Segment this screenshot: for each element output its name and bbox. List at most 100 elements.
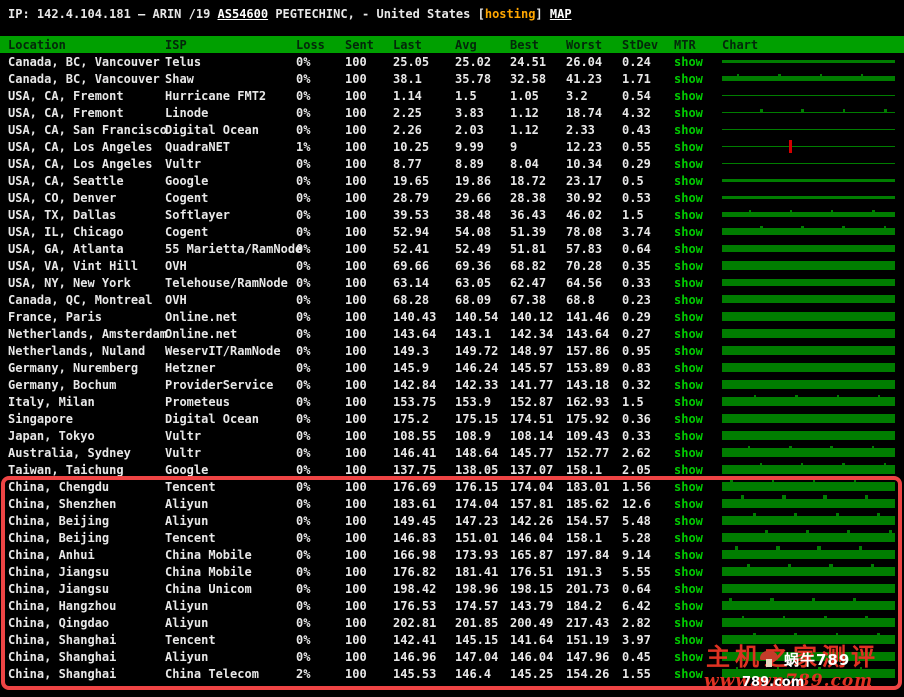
- cell-isp: Aliyun: [165, 513, 209, 528]
- mtr-show-link[interactable]: show: [674, 530, 703, 545]
- jitter-spike: [847, 530, 849, 533]
- mtr-show-link[interactable]: show: [674, 479, 703, 494]
- cell-last: 202.81: [393, 615, 437, 630]
- cell-loss: 0%: [296, 309, 311, 324]
- latency-sparkline: [722, 478, 904, 495]
- mtr-show-link[interactable]: show: [674, 411, 703, 426]
- jitter-spike: [873, 210, 875, 213]
- latency-bar: [722, 245, 895, 252]
- jitter-spike: [860, 546, 862, 550]
- jitter-spike: [829, 564, 831, 567]
- mtr-show-link[interactable]: show: [674, 207, 703, 222]
- mtr-show-link[interactable]: show: [674, 496, 703, 511]
- mtr-show-link[interactable]: show: [674, 564, 703, 579]
- asn-link[interactable]: AS54600: [217, 7, 269, 21]
- cell-location: USA, CA, San Francisco: [8, 122, 167, 137]
- cell-loss: 0%: [296, 292, 311, 307]
- ping-row: China, Jiangsu China Unicom 0% 100 198.42 198…: [0, 580, 904, 597]
- mtr-show-link[interactable]: show: [674, 309, 703, 324]
- mtr-show-link[interactable]: show: [674, 615, 703, 630]
- cell-sent: 100: [345, 122, 367, 137]
- mtr-show-link[interactable]: show: [674, 173, 703, 188]
- cell-isp: WeservIT/RamNode: [165, 343, 281, 358]
- latency-sparkline: [722, 70, 904, 87]
- cell-worst: 154.57: [566, 513, 610, 528]
- map-link[interactable]: MAP: [549, 7, 572, 21]
- cell-worst: 147.96: [566, 649, 610, 664]
- mtr-show-link[interactable]: show: [674, 445, 703, 460]
- cell-worst: 143.64: [566, 326, 610, 341]
- mtr-show-link[interactable]: show: [674, 632, 703, 647]
- mtr-show-link[interactable]: show: [674, 258, 703, 273]
- mtr-show-link[interactable]: show: [674, 241, 703, 256]
- mtr-show-link[interactable]: show: [674, 360, 703, 375]
- mtr-show-link[interactable]: show: [674, 190, 703, 205]
- mtr-show-link[interactable]: show: [674, 649, 703, 664]
- ping-row: China, Shanghai Tencent 0% 100 142.41 145.15 1…: [0, 631, 904, 648]
- mtr-show-link[interactable]: show: [674, 105, 703, 120]
- cell-worst: 3.2: [566, 88, 588, 103]
- jitter-spike: [885, 109, 887, 112]
- cell-last: 28.79: [393, 190, 430, 205]
- mtr-show-link[interactable]: show: [674, 54, 703, 69]
- cell-best: 8.04: [510, 156, 539, 171]
- latency-bar: [722, 195, 895, 200]
- cell-worst: 158.1: [566, 462, 603, 477]
- mtr-show-link[interactable]: show: [674, 598, 703, 613]
- mtr-show-link[interactable]: show: [674, 462, 703, 477]
- cell-sent: 100: [345, 666, 367, 681]
- cell-best: 148.97: [510, 343, 554, 358]
- cell-stdev: 0.33: [622, 275, 651, 290]
- cell-avg: 1.5: [455, 88, 477, 103]
- mtr-show-link[interactable]: show: [674, 224, 703, 239]
- cell-isp: QuadraNET: [165, 139, 231, 154]
- mtr-show-link[interactable]: show: [674, 326, 703, 341]
- latency-sparkline: [722, 529, 904, 546]
- mtr-show-link[interactable]: show: [674, 666, 703, 681]
- ping-row: USA, NY, New York Telehouse/RamNode 0% 100 6…: [0, 274, 904, 291]
- jitter-spike: [825, 495, 827, 499]
- jitter-spike: [861, 74, 863, 77]
- cell-best: 1.12: [510, 105, 539, 120]
- mtr-show-link[interactable]: show: [674, 275, 703, 290]
- column-header-isp: ISP: [165, 37, 187, 52]
- cell-stdev: 12.6: [622, 496, 651, 511]
- mtr-show-link[interactable]: show: [674, 122, 703, 137]
- mtr-show-link[interactable]: show: [674, 71, 703, 86]
- mtr-show-link[interactable]: show: [674, 428, 703, 443]
- jitter-spike: [830, 564, 832, 567]
- cell-isp: Hetzner: [165, 360, 216, 375]
- latency-bar: [722, 618, 895, 627]
- ping-row: Germany, Bochum ProviderService 0% 100 142.8…: [0, 376, 904, 393]
- cell-worst: 151.19: [566, 632, 610, 647]
- cell-avg: 54.08: [455, 224, 492, 239]
- jitter-spike: [812, 597, 814, 601]
- cell-location: Germany, Nuremberg: [8, 360, 139, 375]
- cell-last: 19.65: [393, 173, 430, 188]
- mtr-show-link[interactable]: show: [674, 292, 703, 307]
- mtr-show-link[interactable]: show: [674, 156, 703, 171]
- cell-sent: 100: [345, 445, 367, 460]
- jitter-spike: [761, 109, 763, 112]
- jitter-spike: [794, 513, 796, 516]
- cell-avg: 68.09: [455, 292, 492, 307]
- cell-avg: 38.48: [455, 207, 492, 222]
- mtr-show-link[interactable]: show: [674, 377, 703, 392]
- mtr-show-link[interactable]: show: [674, 394, 703, 409]
- jitter-spike: [884, 109, 886, 112]
- cell-sent: 100: [345, 479, 367, 494]
- mtr-show-link[interactable]: show: [674, 343, 703, 358]
- cell-location: China, Qingdao: [8, 615, 110, 630]
- mtr-show-link[interactable]: show: [674, 547, 703, 562]
- cell-last: 8.77: [393, 156, 422, 171]
- mtr-show-link[interactable]: show: [674, 581, 703, 596]
- cell-worst: 152.77: [566, 445, 610, 460]
- jitter-spike: [872, 564, 874, 567]
- mtr-show-link[interactable]: show: [674, 513, 703, 528]
- cell-best: 145.57: [510, 360, 554, 375]
- cell-worst: 153.89: [566, 360, 610, 375]
- mtr-show-link[interactable]: show: [674, 88, 703, 103]
- jitter-spike: [824, 615, 826, 618]
- mtr-show-link[interactable]: show: [674, 139, 703, 154]
- jitter-spike: [784, 495, 786, 499]
